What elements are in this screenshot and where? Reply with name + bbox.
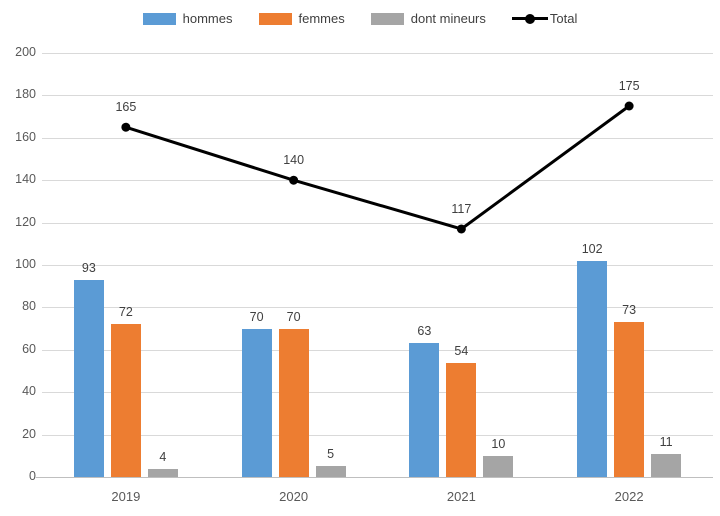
y-axis-tick-label: 180 [15, 87, 36, 102]
legend-label-dont-mineurs: dont mineurs [410, 11, 486, 26]
x-axis-tick-label: 2020 [279, 489, 309, 504]
total-data-label-2020: 140 [283, 153, 305, 168]
total-line [125, 104, 631, 231]
bar-dont-mineurs-2021 [483, 455, 514, 477]
y-axis-tick-label: 60 [22, 341, 36, 356]
bar-femmes-2019 [110, 324, 141, 477]
gridline [42, 434, 713, 436]
total-data-label-2022: 175 [618, 79, 640, 93]
y-axis-tick-label: 0 [29, 469, 36, 483]
y-axis-tick-label: 120 [15, 214, 36, 229]
bar-data-label-hommes-2022: 102 [581, 241, 603, 256]
y-axis-tick-label: 200 [15, 45, 36, 59]
legend-swatch-dont-mineurs [370, 12, 404, 25]
bar-data-label-femmes-2022: 73 [622, 303, 637, 318]
total-line-marker-2022 [624, 101, 634, 111]
bar-data-label-dont-mineurs-2022: 11 [659, 434, 673, 449]
legend: hommes femmes dont mineurs Total [0, 11, 720, 26]
gridline [42, 307, 713, 309]
bar-hommes-2022 [577, 260, 608, 477]
bar-data-label-femmes-2021: 54 [454, 343, 469, 358]
total-line-marker-2021 [456, 224, 466, 234]
legend-item-hommes: hommes [142, 11, 233, 26]
bar-data-label-femmes-2020: 70 [286, 309, 301, 324]
y-axis-tick-label: 140 [15, 172, 36, 187]
gridline [42, 392, 713, 394]
legend-item-femmes: femmes [258, 11, 345, 26]
legend-label-femmes: femmes [298, 11, 345, 26]
legend-item-total: Total [511, 11, 578, 26]
x-axis-tick-label: 2022 [614, 489, 644, 504]
bar-femmes-2020 [278, 328, 309, 477]
bar-data-label-hommes-2019: 93 [81, 260, 96, 275]
legend-line-marker-icon [524, 13, 535, 24]
total-line-marker-2019 [121, 122, 131, 132]
bar-data-label-hommes-2020: 70 [249, 309, 264, 324]
bar-dont-mineurs-2019 [147, 468, 178, 477]
bar-dont-mineurs-2022 [651, 453, 682, 477]
legend-item-dont-mineurs: dont mineurs [370, 11, 486, 26]
legend-line-sample-icon [511, 13, 548, 25]
legend-swatch-hommes [142, 12, 176, 25]
bar-data-label-dont-mineurs-2021: 10 [491, 436, 506, 451]
bar-hommes-2020 [241, 328, 272, 477]
bar-data-label-hommes-2021: 63 [417, 324, 432, 339]
x-axis-tick-label: 2019 [111, 489, 141, 504]
gridline [42, 265, 713, 266]
bar-femmes-2022 [614, 322, 645, 477]
gridline [42, 349, 713, 351]
bar-dont-mineurs-2020 [315, 466, 346, 477]
gridline [42, 137, 713, 139]
x-axis-line [36, 477, 713, 478]
total-data-label-2019: 165 [115, 100, 137, 115]
bar-femmes-2021 [446, 362, 477, 477]
y-axis-tick-label: 160 [15, 129, 36, 144]
x-axis-tick-label: 2021 [446, 489, 476, 504]
gridline [42, 180, 713, 182]
y-axis-tick-label: 100 [15, 257, 36, 271]
bar-data-label-dont-mineurs-2019: 4 [159, 449, 167, 464]
gridline [42, 222, 713, 224]
y-axis-tick-label: 80 [22, 299, 36, 314]
y-axis-tick-label: 40 [22, 384, 36, 399]
bar-data-label-dont-mineurs-2020: 5 [327, 447, 335, 462]
gridline [42, 95, 713, 97]
bar-hommes-2021 [409, 343, 440, 477]
gridline [42, 53, 713, 54]
y-axis-tick-label: 20 [22, 426, 36, 441]
bar-data-label-femmes-2019: 72 [118, 305, 133, 320]
total-data-label-2021: 117 [451, 201, 472, 216]
legend-label-total: Total [549, 11, 578, 26]
legend-swatch-femmes [258, 12, 292, 25]
bar-hommes-2019 [73, 279, 104, 477]
legend-label-hommes: hommes [182, 11, 233, 26]
